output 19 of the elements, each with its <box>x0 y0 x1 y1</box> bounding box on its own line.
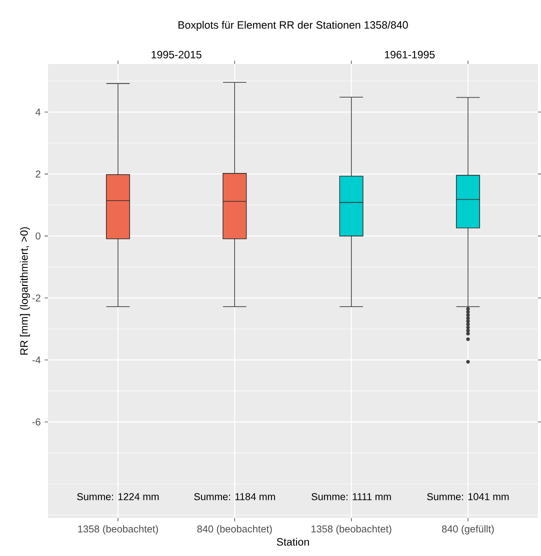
y-tick-label: 0 <box>36 232 40 240</box>
x-tick-label: 840 (beobachtet) <box>197 525 272 534</box>
x-tick-label: 1358 (beobachtet) <box>78 525 158 534</box>
x-tick-label: 1358 (beobachtet) <box>312 525 392 534</box>
text: 1961-1995 <box>384 50 435 58</box>
annotation: Summe: 1224 mm <box>77 493 159 500</box>
x-axis-title: Station <box>276 538 309 546</box>
text: 1995-2015 <box>152 50 202 58</box>
annotation: Summe: 1184 mm <box>194 493 275 500</box>
y-tick-label: 4 <box>36 108 41 116</box>
y-tick-label: -4 <box>32 356 41 364</box>
y-axis-title: RR [mm] (logarithmiert, >0) <box>20 227 30 355</box>
chart-title: Boxplots für Element RR der Stationen 1358/840 <box>178 20 408 31</box>
annotation: Summe: 1111 mm <box>312 493 391 500</box>
y-tick-label: -6 <box>32 418 40 426</box>
y-tick-label: 2 <box>36 170 40 178</box>
annotation: Summe: 1041 mm <box>427 493 509 500</box>
y-tick-label: -2 <box>32 294 40 302</box>
x-tick-label: 840 (gefüllt) <box>442 525 494 534</box>
